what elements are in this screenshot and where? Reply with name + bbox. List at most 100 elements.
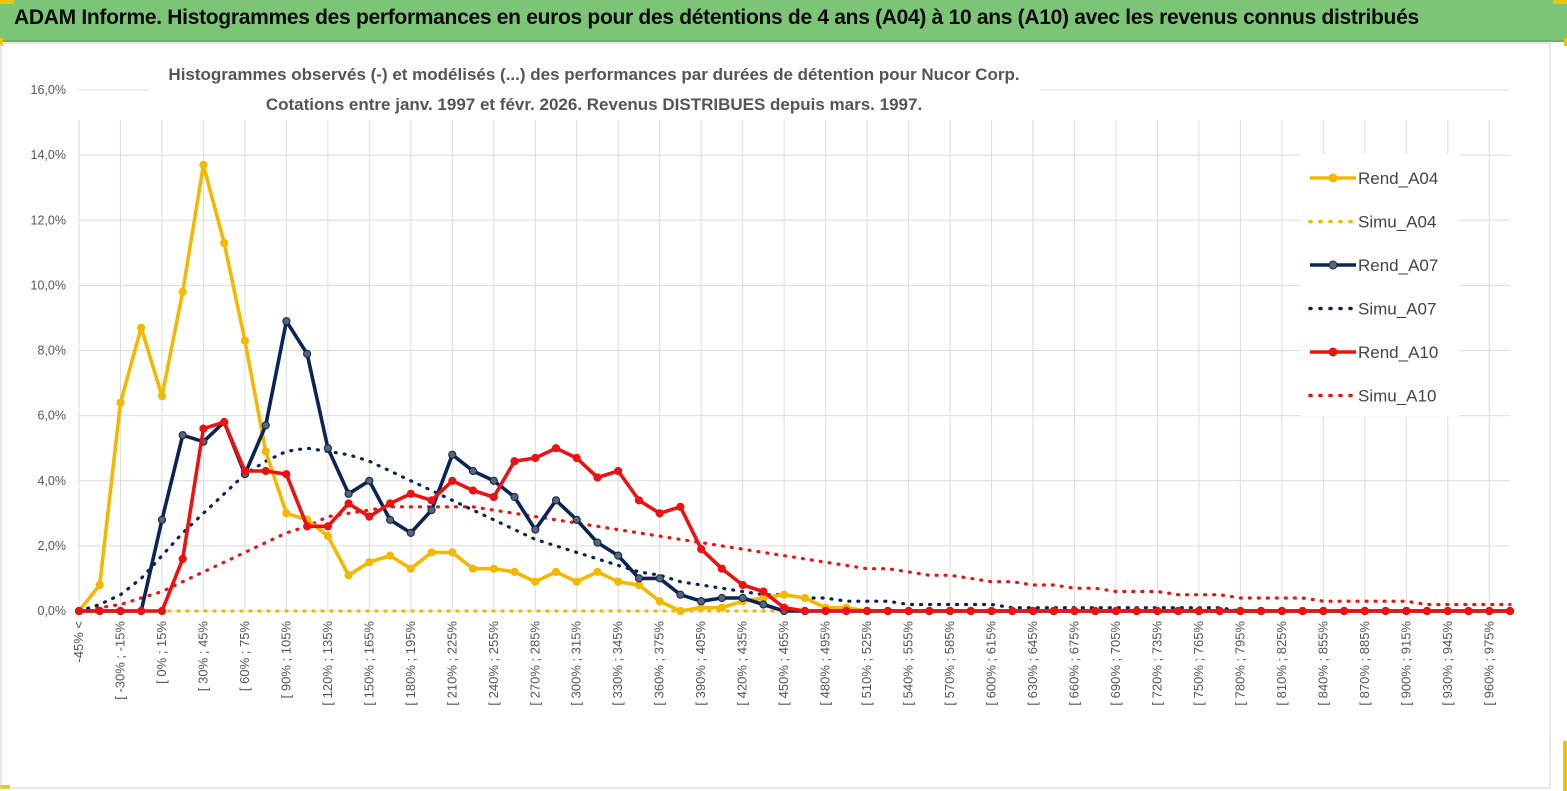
x-tick-label: [ 210% ; 225%	[444, 621, 459, 706]
data-point-rend-a07	[697, 597, 706, 606]
x-tick-label: [ 480% ; 495%	[818, 621, 833, 706]
data-point-rend-a07	[427, 506, 436, 515]
data-point-rend-a07	[738, 593, 747, 603]
x-tick-label: [ 420% ; 435%	[735, 621, 750, 706]
series-line-rend-a07	[79, 319, 1510, 613]
data-point-rend-a10	[1194, 606, 1204, 616]
data-point-rend-a10	[614, 466, 623, 476]
data-point-rend-a10	[966, 606, 975, 616]
data-point-rend-a10	[1443, 606, 1452, 616]
data-point-rend-a10	[1277, 606, 1287, 616]
data-point-rend-a10	[137, 606, 146, 616]
x-tick-label: [ 300% ; 315%	[569, 621, 584, 706]
data-point-rend-a04	[531, 577, 540, 586]
data-point-rend-a10	[676, 502, 685, 511]
data-point-rend-a10	[863, 606, 872, 616]
data-point-rend-a10	[1111, 606, 1121, 616]
data-point-rend-a07	[303, 349, 312, 358]
data-point-rend-a10	[1215, 606, 1224, 616]
data-point-rend-a10	[1298, 606, 1307, 616]
data-point-rend-a04	[137, 323, 146, 332]
corner-accent-bottom-left	[0, 785, 10, 789]
legend-marker-rend-a10	[1328, 347, 1338, 357]
x-tick-label: [ 720% ; 735%	[1149, 621, 1164, 706]
x-tick-label: [ 390% ; 405%	[693, 621, 708, 706]
data-point-rend-a10	[282, 470, 291, 479]
data-point-rend-a07	[448, 450, 457, 459]
legend-marker-rend-a04	[1328, 173, 1338, 183]
y-tick-label: 16,0%	[31, 83, 66, 97]
data-point-rend-a04	[717, 603, 727, 612]
x-tick-label: [ 180% ; 195%	[403, 621, 418, 706]
data-point-rend-a10	[655, 509, 664, 518]
legend-label-simu-a04: Simu_A04	[1358, 213, 1436, 232]
legend-marker-rend-a07	[1328, 260, 1338, 270]
data-point-rend-a10	[987, 606, 996, 616]
data-point-rend-a10	[1132, 606, 1141, 616]
data-point-rend-a04	[593, 567, 602, 577]
chart-title-line1: Histogrammes observés (-) et modélisés (…	[168, 65, 1019, 84]
x-tick-label: -45% <	[71, 621, 86, 663]
data-point-rend-a04	[323, 532, 332, 541]
data-point-rend-a10	[240, 466, 249, 476]
data-point-rend-a10	[634, 496, 644, 505]
x-tick-label: [ 540% ; 555%	[901, 621, 916, 706]
x-tick-label: [ 150% ; 165%	[361, 621, 376, 706]
data-point-rend-a04	[261, 447, 270, 456]
y-tick-label: 6,0%	[38, 409, 67, 423]
data-point-rend-a10	[427, 496, 436, 505]
data-point-rend-a04	[510, 567, 519, 577]
x-tick-label: [ 690% ; 705%	[1108, 621, 1123, 706]
data-point-rend-a10	[1422, 606, 1432, 616]
data-point-rend-a10	[178, 554, 187, 564]
data-point-rend-a04	[427, 548, 436, 557]
data-point-rend-a10	[1028, 606, 1038, 616]
data-point-rend-a04	[178, 287, 187, 296]
data-point-rend-a10	[1340, 606, 1349, 616]
data-point-rend-a04	[614, 577, 623, 586]
data-point-rend-a04	[468, 564, 478, 573]
data-point-rend-a10	[1174, 606, 1183, 616]
data-point-rend-a07	[406, 528, 415, 537]
series-line-rend-a10	[79, 420, 1510, 613]
data-point-rend-a10	[1070, 606, 1079, 616]
data-point-rend-a04	[365, 558, 374, 567]
y-tick-label: 2,0%	[38, 539, 67, 553]
corner-accent-left	[0, 38, 3, 46]
x-tick-label: [ 750% ; 765%	[1191, 621, 1206, 706]
report-banner: ADAM Informe. Histogrammes des performan…	[0, 0, 1567, 42]
histogram-chart: 0,0% 2,0% 4,0% 6,0% 8,0% 10,0% 12,0% 14,0% 16,0%…	[0, 42, 1551, 789]
data-point-rend-a10	[468, 486, 478, 495]
chart-title-line2: Cotations entre janv. 1997 et févr. 2026…	[266, 95, 922, 114]
data-point-rend-a10	[116, 606, 125, 616]
data-point-rend-a04	[800, 593, 810, 603]
x-tick-label: [ 900% ; 915%	[1398, 621, 1413, 706]
data-point-rend-a07	[717, 593, 727, 603]
data-point-rend-a10	[717, 564, 727, 573]
data-point-rend-a07	[634, 574, 644, 583]
x-tick-label: [ 810% ; 825%	[1274, 621, 1289, 706]
data-point-rend-a10	[759, 587, 768, 596]
x-tick-label: [ 0% ; 15%	[154, 621, 169, 684]
data-point-rend-a10	[1319, 606, 1328, 616]
legend-label-rend-a07: Rend_A07	[1358, 256, 1438, 275]
corner-accent-right	[1564, 38, 1567, 46]
data-point-rend-a04	[676, 606, 685, 616]
data-point-rend-a10	[842, 606, 851, 616]
data-point-rend-a07	[344, 489, 353, 498]
x-tick-label: [ 570% ; 585%	[942, 621, 957, 706]
x-tick-label: [ 630% ; 645%	[1025, 621, 1040, 706]
data-point-rend-a07	[676, 590, 685, 599]
data-point-rend-a10	[904, 606, 913, 616]
data-point-rend-a07	[178, 431, 187, 440]
data-point-rend-a10	[821, 606, 830, 616]
data-point-rend-a10	[74, 606, 84, 616]
data-point-rend-a10	[780, 603, 789, 612]
data-point-rend-a04	[240, 336, 249, 345]
data-point-rend-a04	[282, 509, 291, 518]
x-tick-label: [ 870% ; 885%	[1357, 621, 1372, 706]
report-title: ADAM Informe. Histogrammes des performan…	[14, 6, 1419, 29]
data-point-rend-a10	[510, 457, 519, 466]
data-point-rend-a10	[1091, 606, 1100, 616]
series-line-simu-a10	[77, 505, 1512, 613]
